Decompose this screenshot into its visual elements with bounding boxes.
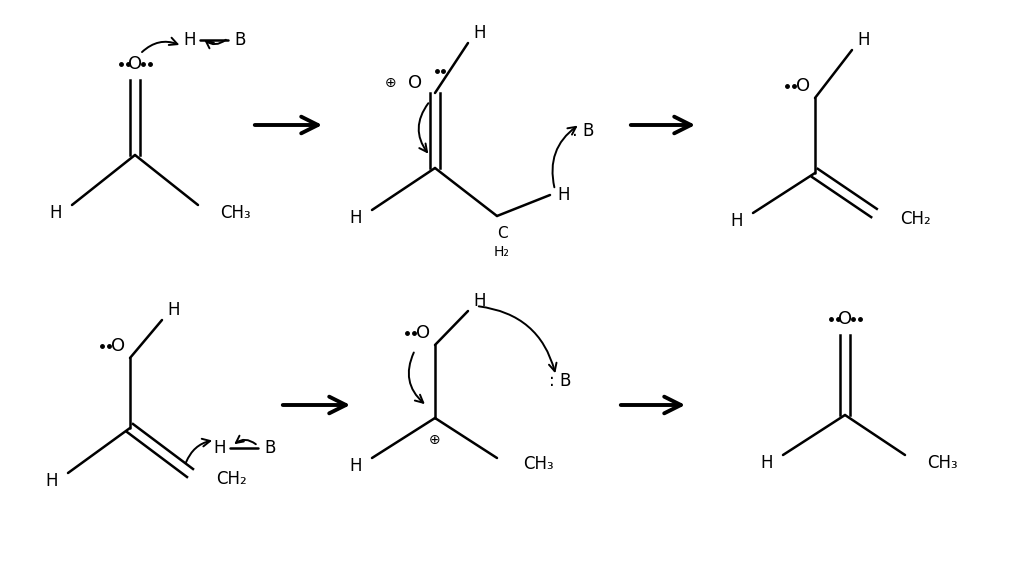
Text: H: H <box>858 31 870 49</box>
FancyArrowPatch shape <box>236 435 256 444</box>
Text: H: H <box>214 439 226 457</box>
Text: H₂: H₂ <box>494 245 510 259</box>
Text: O: O <box>796 77 810 95</box>
Text: : B: : B <box>571 122 594 140</box>
Text: ⊕: ⊕ <box>429 433 440 447</box>
Text: H: H <box>474 292 486 310</box>
Text: B: B <box>234 31 246 49</box>
Text: H: H <box>731 212 743 230</box>
Text: H: H <box>183 31 197 49</box>
Text: CH₃: CH₃ <box>523 455 554 473</box>
Text: H: H <box>350 457 362 475</box>
Text: O: O <box>416 324 430 342</box>
Text: ⊕: ⊕ <box>385 76 397 90</box>
Text: B: B <box>264 439 275 457</box>
Text: H: H <box>46 472 58 490</box>
Text: H: H <box>50 204 62 222</box>
Text: H: H <box>168 301 180 319</box>
FancyArrowPatch shape <box>142 37 177 52</box>
FancyArrowPatch shape <box>186 439 210 463</box>
Text: : B: : B <box>549 372 571 390</box>
FancyArrowPatch shape <box>479 306 556 371</box>
Text: C: C <box>497 226 507 241</box>
Text: H: H <box>761 454 773 472</box>
Text: O: O <box>838 310 852 328</box>
FancyArrowPatch shape <box>409 353 423 403</box>
Text: H: H <box>350 209 362 227</box>
Text: O: O <box>408 74 422 92</box>
FancyArrowPatch shape <box>419 103 428 152</box>
Text: O: O <box>111 337 125 355</box>
FancyArrowPatch shape <box>206 40 226 48</box>
Text: CH₂: CH₂ <box>900 210 931 228</box>
Text: CH₃: CH₃ <box>220 204 251 222</box>
Text: O: O <box>128 55 142 73</box>
Text: H: H <box>474 24 486 42</box>
Text: CH₃: CH₃ <box>927 454 957 472</box>
Text: CH₂: CH₂ <box>216 470 247 488</box>
Text: H: H <box>558 186 570 204</box>
FancyArrowPatch shape <box>553 127 575 187</box>
